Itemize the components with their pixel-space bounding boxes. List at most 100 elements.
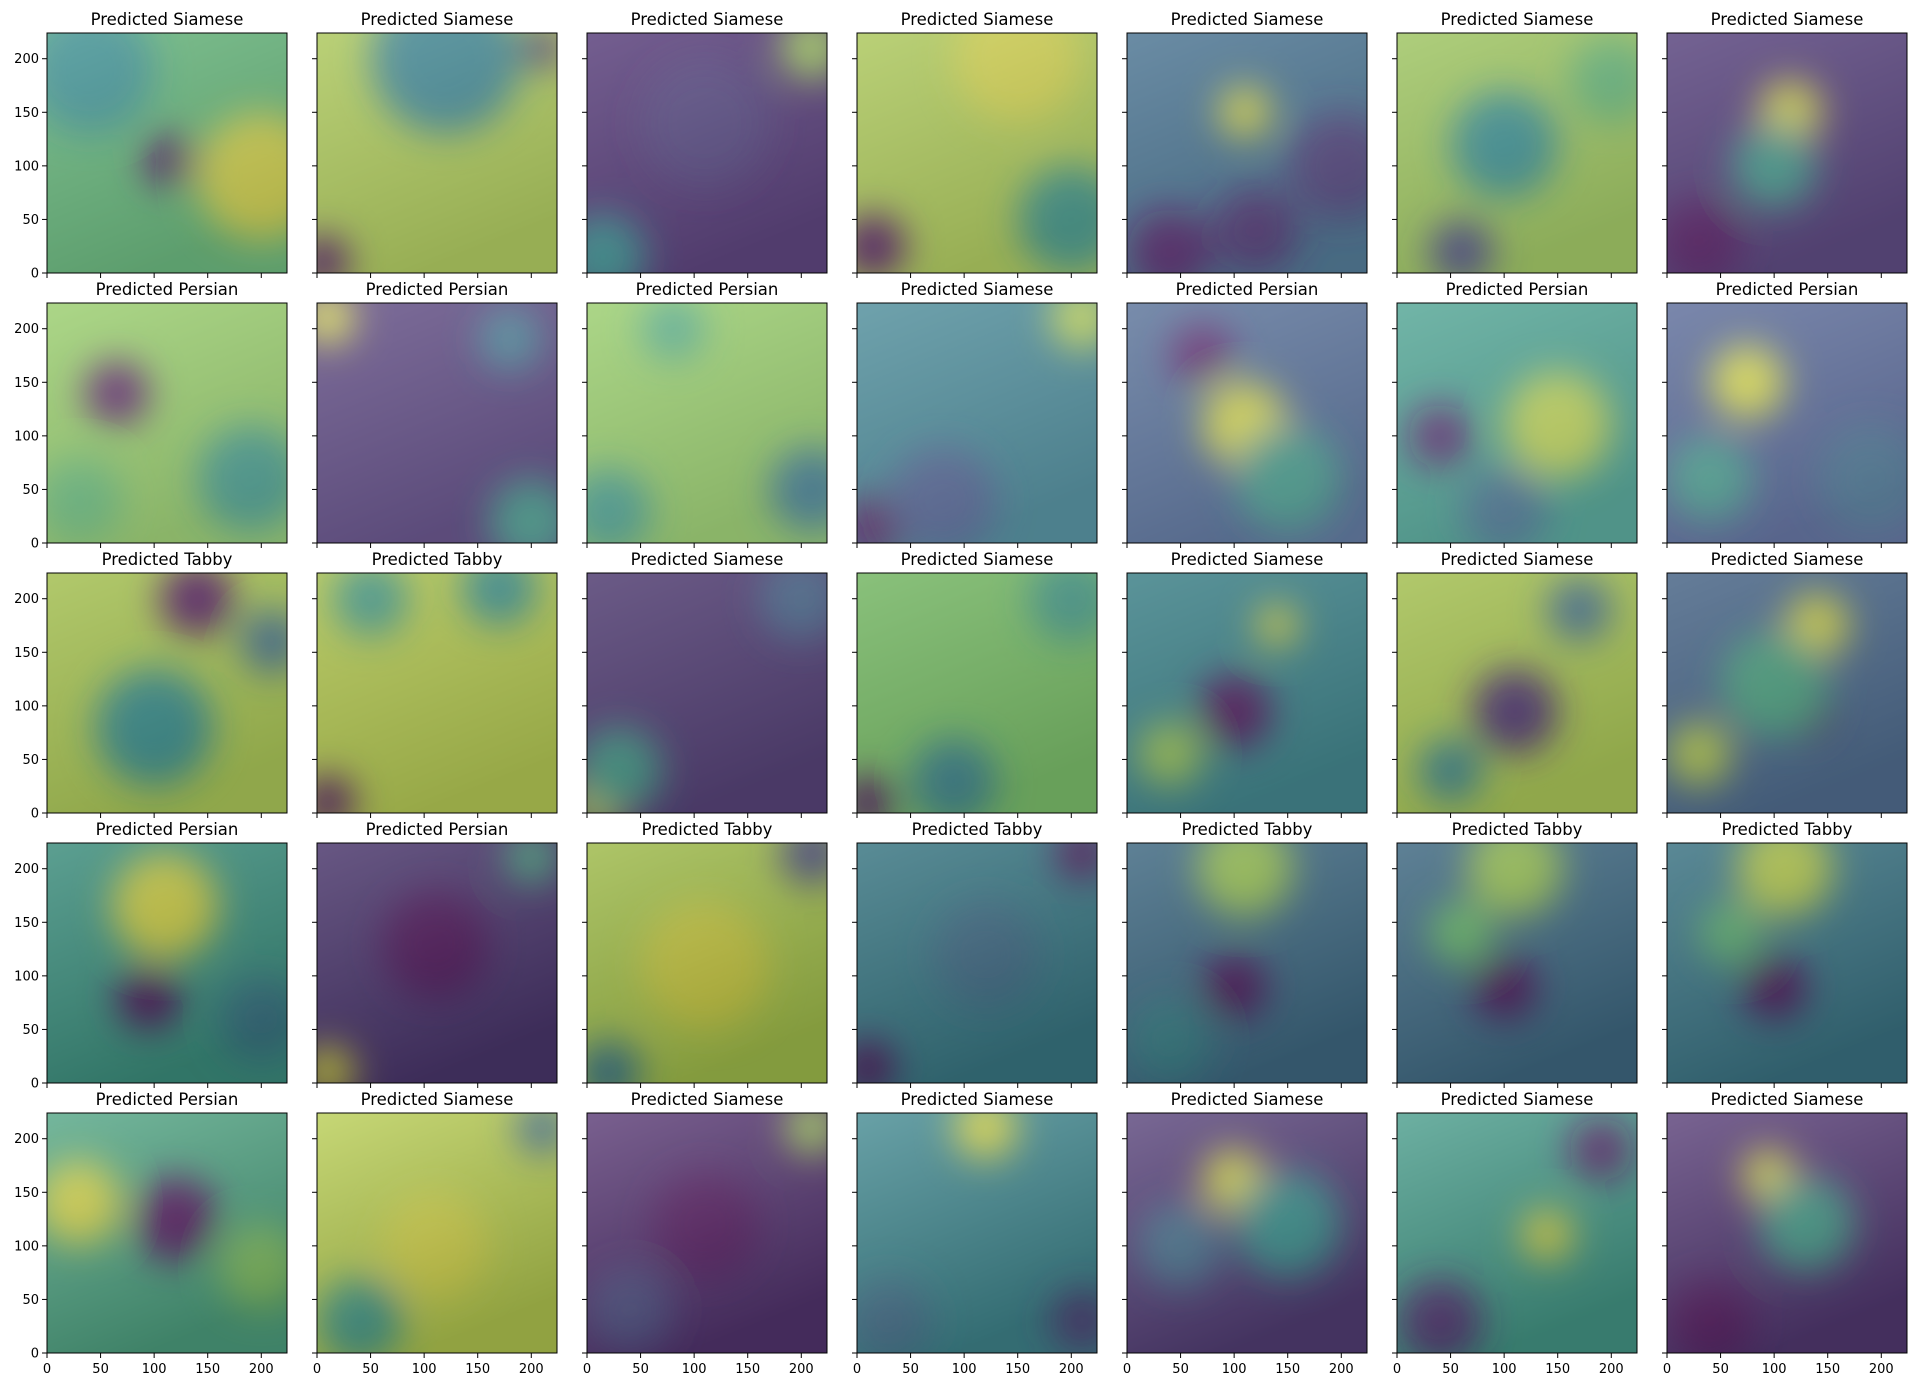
x-tick-label: 200 [1059, 1362, 1084, 1377]
heatmap-overlay [1127, 1113, 1367, 1353]
heatmap-overlay [566, 297, 855, 554]
x-tick-label: 50 [632, 1362, 649, 1377]
heatmap-hotspot [1127, 997, 1213, 1083]
heatmap-overlay [560, 16, 844, 300]
subplot-image [47, 843, 304, 1083]
subplot-r2-c1: Predicted Persian050100150200 [14, 280, 304, 552]
y-tick-label: 200 [14, 592, 39, 607]
y-tick-label: 150 [14, 106, 39, 121]
x-tick-label: 150 [1815, 1362, 1840, 1377]
subplot-r2-c4: Predicted Siamese [841, 280, 1114, 559]
subplot-title: Predicted Tabby [642, 820, 773, 839]
subplot-image [36, 303, 304, 543]
heatmap-overlay [846, 1096, 1114, 1364]
subplot-title: Predicted Persian [366, 820, 509, 839]
heatmap-hotspot [1408, 404, 1472, 468]
heatmap-hotspot [381, 1192, 488, 1299]
heatmap-overlay [576, 821, 844, 1105]
y-tick-label: 0 [31, 1077, 39, 1092]
subplot-image [560, 16, 844, 300]
heatmap-hotspot [911, 738, 997, 824]
heatmap-overlay [587, 1101, 839, 1353]
heatmap-hotspot [560, 214, 646, 300]
subplot-image [841, 286, 1114, 559]
heatmap-hotspot [780, 16, 844, 80]
heatmap-hotspot [1256, 604, 1299, 647]
subplot-image [26, 5, 326, 273]
subplot-r5-c4: Predicted Siamese0 50 100 150 200 [846, 1090, 1114, 1377]
subplot-r1-c2: Predicted Siamese [296, 0, 564, 289]
subplot-r5-c1: Predicted Persian 0 50 100 150 200 0 50 100 150 20… [14, 1090, 304, 1377]
subplot-title: Predicted Siamese [1441, 1090, 1594, 1109]
subplot-r4-c3: Predicted Tabby [576, 820, 844, 1104]
y-tick-label: 200 [14, 322, 39, 337]
heatmap-overlay [1397, 821, 1637, 1084]
heatmap-hotspot [769, 447, 855, 533]
heatmap-hotspot [576, 727, 662, 813]
heatmap-hotspot [133, 1176, 219, 1262]
heatmap-hotspot [515, 1101, 569, 1155]
subplot-r3-c1: Predicted Tabby050100150200 [14, 550, 304, 822]
heatmap-hotspot [1050, 1289, 1114, 1353]
subplot-image [1127, 573, 1367, 813]
subplot-title: Predicted Tabby [1722, 820, 1853, 839]
subplot-title: Predicted Siamese [1171, 550, 1324, 569]
y-tick-label: 50 [22, 483, 39, 498]
subplot-r1-c4: Predicted Siamese [841, 0, 1125, 278]
heatmap-hotspot [1472, 954, 1536, 1018]
heatmap-hotspot [651, 1171, 758, 1278]
heatmap-hotspot [36, 1160, 122, 1246]
subplot-image [1667, 821, 1907, 1084]
heatmap-overlay [301, 291, 574, 564]
x-tick-label: 50 [1172, 1362, 1189, 1377]
heatmap-hotspot [841, 1040, 895, 1094]
heatmap-hotspot [841, 776, 895, 830]
subplot-r1-c3: Predicted Siamese [560, 10, 844, 300]
heatmap-overlay [1397, 33, 1654, 284]
heatmap-hotspot [1213, 187, 1299, 273]
x-tick-label: 200 [519, 1362, 544, 1377]
y-tick-label: 0 [31, 537, 39, 552]
subplot-image [1127, 821, 1367, 1084]
x-tick-label: 100 [1222, 1362, 1247, 1377]
heatmap-overlay [26, 5, 326, 273]
x-tick-label: 0 [43, 1362, 51, 1377]
subplot-title: Predicted Persian [96, 280, 239, 299]
heatmap-hotspot [301, 291, 355, 345]
heatmap-hotspot [1202, 954, 1266, 1018]
subplot-r4-c4: Predicted Tabby [841, 820, 1109, 1094]
x-tick-label: 50 [902, 1362, 919, 1377]
subplot-r3-c6: Predicted Siamese [1392, 550, 1637, 818]
subplot-r1-c1: Predicted Siamese050100150200 [14, 5, 325, 281]
subplot-r1-c5: Predicted Siamese [1122, 10, 1395, 294]
x-tick-label: 200 [1329, 1362, 1354, 1377]
heatmap-hotspot [1742, 954, 1806, 1018]
subplot-title: Predicted Persian [1716, 280, 1859, 299]
heatmap-overlay [1127, 33, 1395, 294]
heatmap-overlay [36, 1113, 304, 1353]
subplot-r3-c4: Predicted Siamese [841, 550, 1114, 829]
subplot-title: Predicted Siamese [1711, 550, 1864, 569]
y-tick-label: 50 [22, 213, 39, 228]
y-tick-label: 50 [22, 1293, 39, 1308]
heatmap-hotspot [841, 214, 905, 278]
y-tick-label: 150 [14, 646, 39, 661]
subplot-image [841, 826, 1109, 1094]
subplot-image [301, 551, 557, 830]
y-tick-label: 200 [14, 862, 39, 877]
y-tick-label: 100 [14, 429, 39, 444]
subplot-image [1397, 821, 1637, 1084]
heatmap-overlay [1656, 33, 1907, 284]
y-tick-label: 100 [14, 969, 39, 984]
heatmap-hotspot [301, 1046, 355, 1100]
x-tick-label: 200 [1869, 1362, 1894, 1377]
heatmap-hotspot [240, 609, 304, 673]
x-tick-label: 50 [92, 1362, 109, 1377]
heatmap-overlay [1127, 821, 1367, 1084]
x-tick-label: 0 [313, 1362, 321, 1377]
y-tick-label: 0 [31, 1347, 39, 1362]
y-tick-label: 0 [31, 267, 39, 282]
heatmap-hotspot [1018, 166, 1125, 273]
heatmap-hotspot [1429, 219, 1493, 283]
x-tick-label: 50 [362, 1362, 379, 1377]
